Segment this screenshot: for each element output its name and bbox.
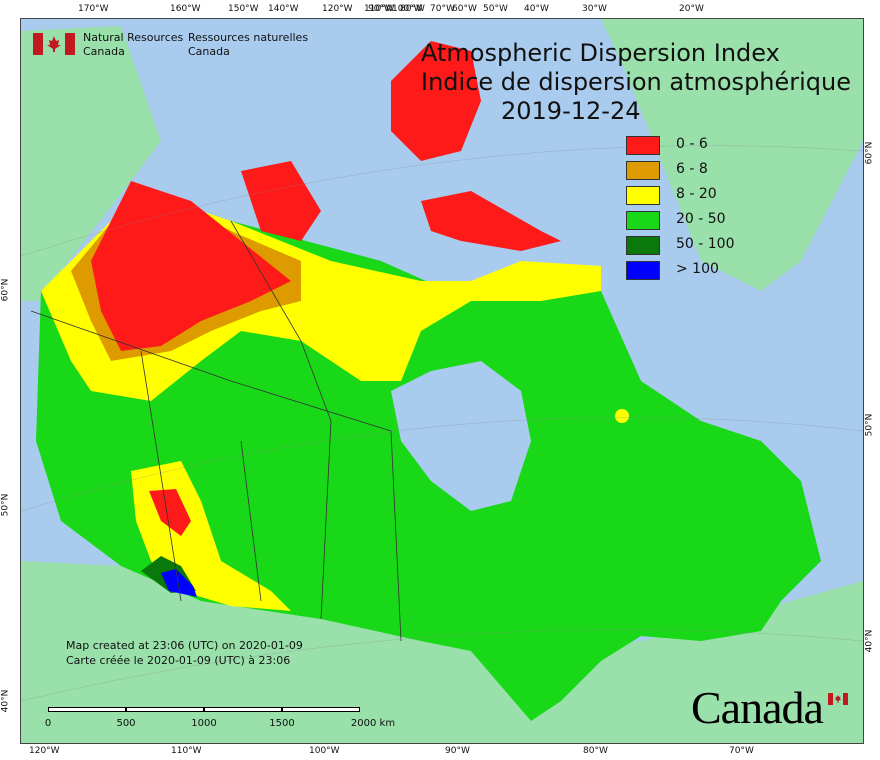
graticule-label: 100°W: [309, 746, 340, 756]
legend-label: > 100: [676, 261, 719, 277]
zone-red-ellesmere: [391, 41, 481, 161]
legend-label: 20 - 50: [676, 211, 726, 227]
legend-label: 50 - 100: [676, 236, 735, 252]
legend-swatch: [626, 186, 660, 205]
created-fr: Carte créée le 2020-01-09 (UTC) à 23:06: [66, 654, 291, 667]
scale-label-1500: 1500: [269, 718, 295, 729]
hudson-bay: [391, 361, 531, 511]
graticule-label: 40°W: [524, 4, 549, 14]
scale-label-2000: 2000 km: [350, 718, 396, 729]
legend-label: 6 - 8: [676, 161, 708, 177]
graticule-label: 40°N: [0, 689, 11, 713]
graticule-label: 90°W: [368, 4, 393, 14]
wordmark-flag-icon: [828, 693, 848, 705]
alaska-land: [21, 26, 161, 301]
legend-label: 8 - 20: [676, 186, 717, 202]
map-frame: Atmospheric Dispersion Index Indice de d…: [20, 18, 864, 744]
graticule-label: 30°W: [582, 4, 607, 14]
zone-blue-bc: [161, 569, 197, 597]
scale-seg-4: [282, 707, 360, 712]
graticule-label: 140°W: [268, 4, 299, 14]
graticule-label: 50°W: [483, 4, 508, 14]
graticule-label: 70°W: [729, 746, 754, 756]
scale-label-0: 0: [44, 718, 52, 729]
usa-land: [21, 561, 863, 743]
greenland-land: [601, 19, 863, 291]
graticule-label: 170°W: [78, 4, 109, 14]
graticule-label: 110°W: [364, 4, 395, 14]
graticule-label: 80°W: [583, 746, 608, 756]
province-boundaries: [30, 220, 402, 642]
scale-label-1000: 1000: [191, 718, 217, 729]
legend-swatch: [626, 161, 660, 180]
zone-yellow-dot: [615, 409, 629, 423]
creation-note: Map created at 23:06 (UTC) on 2020-01-09…: [66, 638, 303, 668]
map-title: Atmospheric Dispersion Index Indice de d…: [421, 39, 851, 126]
title-french: Indice de dispersion atmosphérique: [421, 68, 852, 96]
graticule-label: 120°W: [322, 4, 353, 14]
legend-swatch: [626, 211, 660, 230]
legend-swatch: [626, 236, 660, 255]
canada-flag-icon: [33, 33, 75, 55]
scale-seg-2: [126, 707, 204, 712]
graticule-label: 80°W: [400, 4, 425, 14]
scale-seg-1: [48, 707, 126, 712]
agency-fr-line1: Ressources naturelles: [188, 31, 309, 44]
graticule-label: 70°W: [430, 4, 455, 14]
zone-red-alberta: [149, 489, 191, 536]
graticule-label: 120°W: [29, 746, 60, 756]
graticule-label: 50°N: [864, 413, 875, 437]
graticule-label: 110°W: [171, 746, 202, 756]
agency-en-line1: Natural Resources: [83, 31, 184, 44]
canada-wordmark: Canada: [691, 682, 824, 733]
agency-fr-line2: Canada: [188, 45, 230, 58]
agency-en-line2: Canada: [83, 45, 125, 58]
legend-swatch: [626, 136, 660, 155]
created-en: Map created at 23:06 (UTC) on 2020-01-09: [66, 639, 303, 652]
graticule-label: 20°W: [679, 4, 704, 14]
graticule-lines: [21, 145, 863, 702]
graticule-label: 50°N: [0, 493, 11, 517]
graticule-label: 60°N: [0, 278, 11, 302]
zone-red-baffin: [421, 191, 561, 251]
scale-label-500: 500: [116, 718, 136, 729]
map-date: 2019-12-24: [501, 97, 641, 125]
zone-red-north: [91, 181, 291, 351]
graticule-label: 160°W: [170, 4, 201, 14]
graticule-label: 150°W: [228, 4, 259, 14]
zone-red-arctic: [241, 161, 321, 241]
graticule-label: 90°W: [445, 746, 470, 756]
legend-label: 0 - 6: [676, 136, 708, 152]
graticule-label: 60°W: [452, 4, 477, 14]
graticule-label: 40°N: [864, 629, 875, 653]
legend-swatch: [626, 261, 660, 280]
graticule-label: 60°N: [864, 141, 875, 165]
map-canvas: [21, 19, 863, 743]
title-english: Atmospheric Dispersion Index: [421, 39, 780, 67]
graticule-label: 100°W: [392, 4, 423, 14]
scale-seg-3: [204, 707, 282, 712]
